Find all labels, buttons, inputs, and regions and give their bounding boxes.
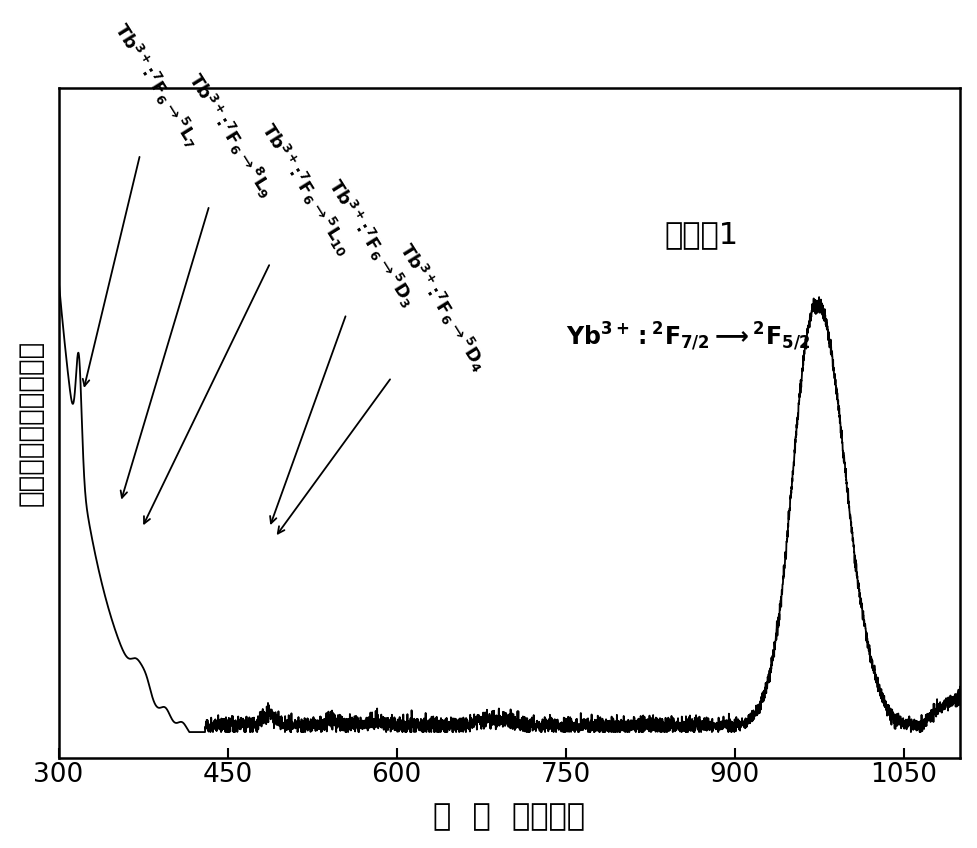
Text: $\mathbf{Tb^{3+}\!:\!^7F_6}$$\rightarrow$$\mathbf{^5L_7}$: $\mathbf{Tb^{3+}\!:\!^7F_6}$$\rightarrow… (83, 19, 204, 386)
Text: 实施例1: 实施例1 (664, 220, 739, 248)
Text: $\mathbf{Tb^{3+}\!:\!^7F_6}$$\rightarrow$$\mathbf{^5L_{10}}$: $\mathbf{Tb^{3+}\!:\!^7F_6}$$\rightarrow… (144, 119, 356, 523)
Text: $\mathbf{Yb^{3+}:}$$\mathbf{^2F_{7/2}}$$\mathbf{\longrightarrow}$$\mathbf{^2F_{5: $\mathbf{Yb^{3+}:}$$\mathbf{^2F_{7/2}}$$… (566, 321, 810, 353)
Text: $\mathbf{Tb^{3+}\!:\!^7F_6}$$\rightarrow$$\mathbf{^5D_4}$: $\mathbf{Tb^{3+}\!:\!^7F_6}$$\rightarrow… (277, 238, 491, 533)
X-axis label: 波  长  （纳米）: 波 长 （纳米） (434, 802, 585, 831)
Y-axis label: 吸收强度（任意单位）: 吸收强度（任意单位） (17, 339, 45, 505)
Text: $\mathbf{Tb^{3+}\!:\!^7F_6}$$\rightarrow$$\mathbf{^8L_9}$: $\mathbf{Tb^{3+}\!:\!^7F_6}$$\rightarrow… (120, 70, 277, 498)
Text: $\mathbf{Tb^{3+}\!:\!^7F_6}$$\rightarrow$$\mathbf{^5D_3}$: $\mathbf{Tb^{3+}\!:\!^7F_6}$$\rightarrow… (270, 175, 420, 523)
